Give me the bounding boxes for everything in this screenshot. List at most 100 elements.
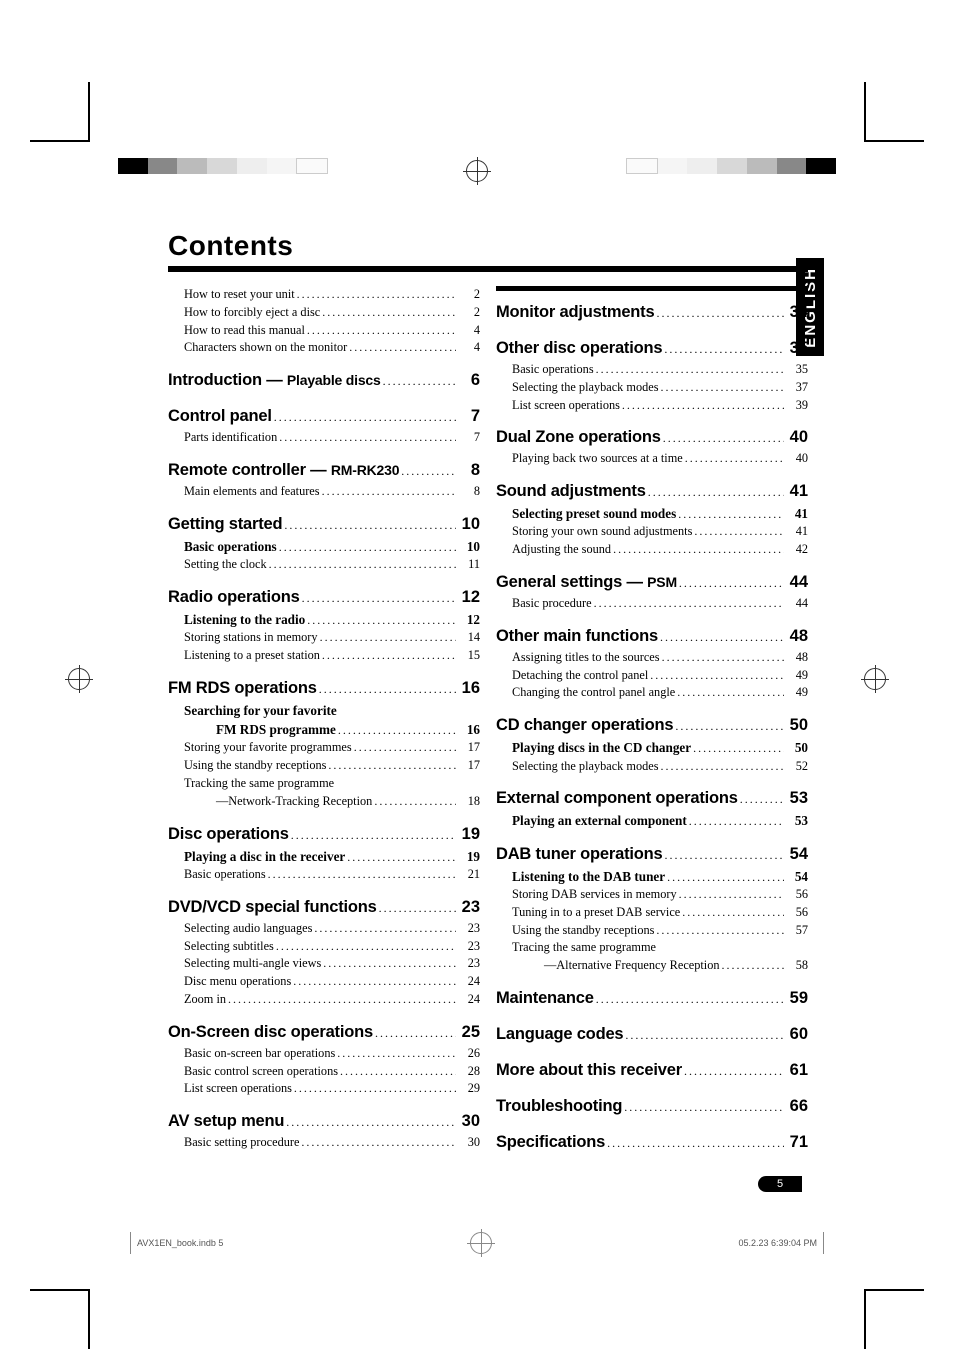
printer-colorbar-top-right xyxy=(626,158,836,174)
toc-label: Storing DAB services in memory xyxy=(512,886,677,904)
toc-heading-row: Control panel ..........................… xyxy=(168,405,480,429)
toc-entry-row: Selecting subtitles ....................… xyxy=(168,938,480,956)
toc-label: General settings — PSM xyxy=(496,571,677,595)
toc-label: Other disc operations xyxy=(496,337,662,361)
toc-page-number: 66 xyxy=(784,1095,808,1119)
toc-leader-dots: ........................................… xyxy=(675,684,784,701)
toc-leader-dots: ........................................… xyxy=(665,869,784,886)
toc-page-number: 44 xyxy=(784,595,808,613)
toc-label: Listening to the radio xyxy=(184,610,305,629)
toc-page-number: 10 xyxy=(456,537,480,556)
toc-page-number: 12 xyxy=(456,586,480,610)
toc-entry-row: —Network-Tracking Reception ............… xyxy=(168,793,480,811)
toc-leader-dots: ........................................… xyxy=(687,813,784,830)
toc-leader-dots: ........................................… xyxy=(623,1027,784,1044)
toc-leader-dots: ........................................… xyxy=(611,541,784,558)
toc-entry-row: Storing DAB services in memory .........… xyxy=(496,886,808,904)
toc-page-number: 16 xyxy=(456,720,480,739)
toc-heading-row: General settings — PSM .................… xyxy=(496,571,808,595)
toc-leader-dots: ........................................… xyxy=(277,429,456,446)
toc-heading-row: Dual Zone operations ...................… xyxy=(496,426,808,450)
toc-page-number: 19 xyxy=(456,823,480,847)
toc-heading-row: Introduction — Playable discs ..........… xyxy=(168,369,480,393)
toc-label: Basic operations xyxy=(184,866,266,884)
toc-entry-row: List screen operations .................… xyxy=(496,397,808,415)
toc-label-sub: PSM xyxy=(647,574,677,590)
toc-entry-row: Characters shown on the monitor ........… xyxy=(168,339,480,357)
toc-leader-dots: ........................................… xyxy=(321,955,456,972)
toc-leader-dots: ........................................… xyxy=(659,758,785,775)
toc-page-number: 21 xyxy=(456,866,480,884)
toc-heading-row: Getting started ........................… xyxy=(168,513,480,537)
toc-leader-dots: ........................................… xyxy=(291,973,456,990)
toc-leader-dots: ........................................… xyxy=(373,1025,456,1042)
toc-label: External component operations xyxy=(496,787,738,811)
toc-label: Basic operations xyxy=(184,537,277,556)
toc-page-number: 14 xyxy=(456,629,480,647)
toc-label-sub: RM-RK230 xyxy=(331,462,399,478)
toc-label: —Network-Tracking Reception xyxy=(216,793,372,811)
toc-leader-dots: ........................................… xyxy=(277,539,456,556)
toc-entry-row: Playing an external component ..........… xyxy=(496,811,808,830)
toc-page-number: 7 xyxy=(456,405,480,429)
toc-page-number: 28 xyxy=(456,1063,480,1081)
toc-entry-row: Selecting the playback modes ...........… xyxy=(496,379,808,397)
toc-label: Listening to a preset station xyxy=(184,647,320,665)
toc-page-number: 7 xyxy=(456,429,480,447)
toc-entry-row: Assigning titles to the sources ........… xyxy=(496,649,808,667)
toc-label: CD changer operations xyxy=(496,714,673,738)
toc-label: Searching for your favorite xyxy=(184,701,337,720)
toc-leader-dots: ........................................… xyxy=(338,1063,456,1080)
toc-entry-row: Playing back two sources at a time .....… xyxy=(496,450,808,468)
toc-label: Setting the clock xyxy=(184,556,267,574)
toc-leader-dots: ........................................… xyxy=(282,517,456,534)
toc-label: Dual Zone operations xyxy=(496,426,661,450)
toc-label: Monitor adjustments xyxy=(496,301,654,325)
column-2-top-rule xyxy=(496,286,808,291)
toc-leader-dots: ........................................… xyxy=(289,827,456,844)
toc-label: DVD/VCD special functions xyxy=(168,896,377,920)
toc-label: FM RDS operations xyxy=(168,677,317,701)
toc-column-1: How to reset your unit .................… xyxy=(168,286,480,1155)
toc-page-number: 49 xyxy=(784,684,808,702)
toc-heading-row: CD changer operations ..................… xyxy=(496,714,808,738)
toc-heading-row: Sound adjustments ......................… xyxy=(496,480,808,504)
toc-page-number: 35 xyxy=(784,337,808,361)
toc-leader-dots: ........................................… xyxy=(622,1099,784,1116)
toc-label: Selecting preset sound modes xyxy=(512,504,676,523)
toc-entry-row: Playing discs in the CD changer ........… xyxy=(496,738,808,757)
toc-page-number: 34 xyxy=(784,301,808,325)
toc-label: Assigning titles to the sources xyxy=(512,649,660,667)
toc-leader-dots: ........................................… xyxy=(326,757,456,774)
toc-leader-dots: ........................................… xyxy=(284,1114,456,1131)
toc-page-number: 60 xyxy=(784,1023,808,1047)
toc-entry-row: Basic on-screen bar operations .........… xyxy=(168,1045,480,1063)
toc-heading-row: Specifications .........................… xyxy=(496,1131,808,1155)
toc-page-number: 26 xyxy=(456,1045,480,1063)
toc-leader-dots: ........................................… xyxy=(352,739,456,756)
toc-page-number: 41 xyxy=(784,504,808,523)
toc-entry-row: Storing stations in memory .............… xyxy=(168,629,480,647)
toc-label: Selecting multi-angle views xyxy=(184,955,321,973)
toc-page-number: 59 xyxy=(784,987,808,1011)
toc-label: Control panel xyxy=(168,405,272,429)
toc-page-number: 56 xyxy=(784,886,808,904)
toc-label: Storing your favorite programmes xyxy=(184,739,352,757)
toc-leader-dots: ........................................… xyxy=(654,305,784,322)
toc-entry-row: Storing your own sound adjustments .....… xyxy=(496,523,808,541)
toc-entry-row: Basic control screen operations ........… xyxy=(168,1063,480,1081)
toc-entry-row: —Alternative Frequency Reception .......… xyxy=(496,957,808,975)
toc-page-number: 40 xyxy=(784,450,808,468)
toc-leader-dots: ........................................… xyxy=(320,647,456,664)
toc-page-number: 12 xyxy=(456,610,480,629)
toc-label: Tracking the same programme xyxy=(184,775,334,793)
toc-label: Selecting audio languages xyxy=(184,920,312,938)
toc-page-number: 24 xyxy=(456,973,480,991)
toc-label: —Alternative Frequency Reception xyxy=(544,957,720,975)
toc-leader-dots: ........................................… xyxy=(660,649,784,666)
toc-entry-row: Basic setting procedure ................… xyxy=(168,1134,480,1152)
toc-entry-row: Basic operations .......................… xyxy=(168,537,480,556)
toc-leader-dots: ........................................… xyxy=(295,286,456,303)
toc-entry-row: Playing a disc in the receiver .........… xyxy=(168,847,480,866)
toc-label: Maintenance xyxy=(496,987,594,1011)
